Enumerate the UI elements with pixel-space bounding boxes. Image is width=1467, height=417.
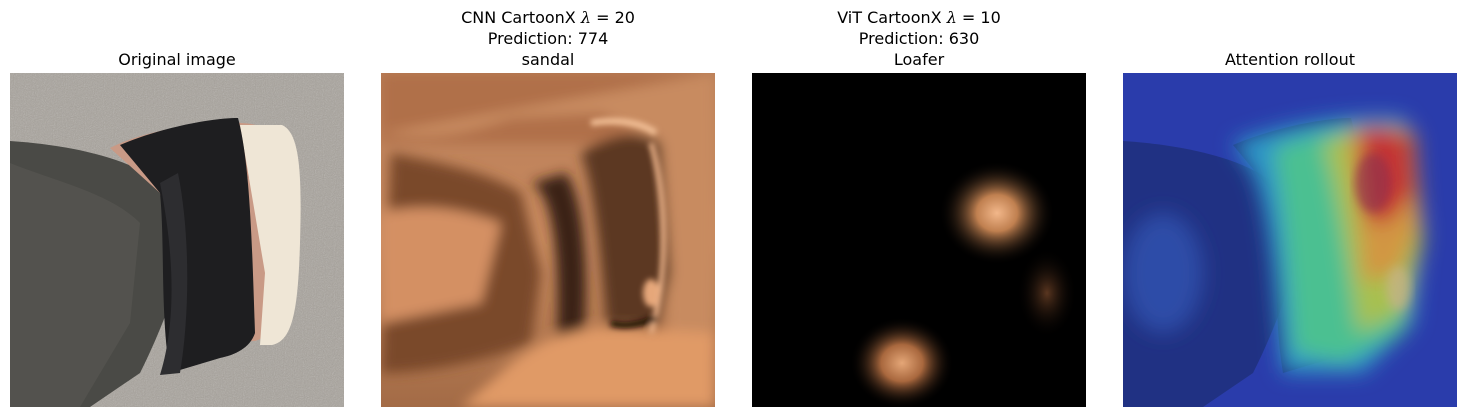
title-class-label: Loafer	[893, 50, 945, 69]
attribution-blob	[939, 161, 1055, 265]
original-image-panel	[10, 73, 344, 407]
lambda-value: = 10	[956, 8, 1001, 27]
title-prefix: CNN CartoonX	[461, 8, 581, 27]
lambda-value: = 20	[591, 8, 635, 27]
title-line: ViT CartoonX λ = 10	[729, 7, 1109, 28]
title-line: Attention rollout	[1224, 50, 1356, 69]
title-prediction: Prediction: 774	[487, 29, 609, 48]
sandal-sole	[240, 125, 301, 345]
title-vit-cartoonx: ViT CartoonX λ = 10 Prediction: 630 Loaf…	[729, 7, 1109, 70]
lambda-symbol: λ	[580, 8, 591, 27]
title-attention-rollout: Attention rollout	[1100, 49, 1467, 70]
sandal-strap	[120, 118, 255, 373]
title-original-image: Original image	[0, 49, 367, 70]
title-line: Original image	[118, 50, 236, 69]
lambda-symbol: λ	[946, 8, 957, 27]
attribution-blob	[850, 317, 954, 407]
title-prediction: Prediction: 630	[858, 29, 980, 48]
title-prefix: ViT CartoonX	[837, 8, 947, 27]
attention-rollout-panel	[1123, 73, 1457, 407]
cnn-cartoonx-panel	[381, 73, 715, 407]
vit-cartoonx-panel	[752, 73, 1086, 407]
title-line: CNN CartoonX λ = 20	[358, 7, 738, 28]
title-class-label: sandal	[521, 50, 575, 69]
title-cnn-cartoonx: CNN CartoonX λ = 20 Prediction: 774 sand…	[358, 7, 738, 70]
